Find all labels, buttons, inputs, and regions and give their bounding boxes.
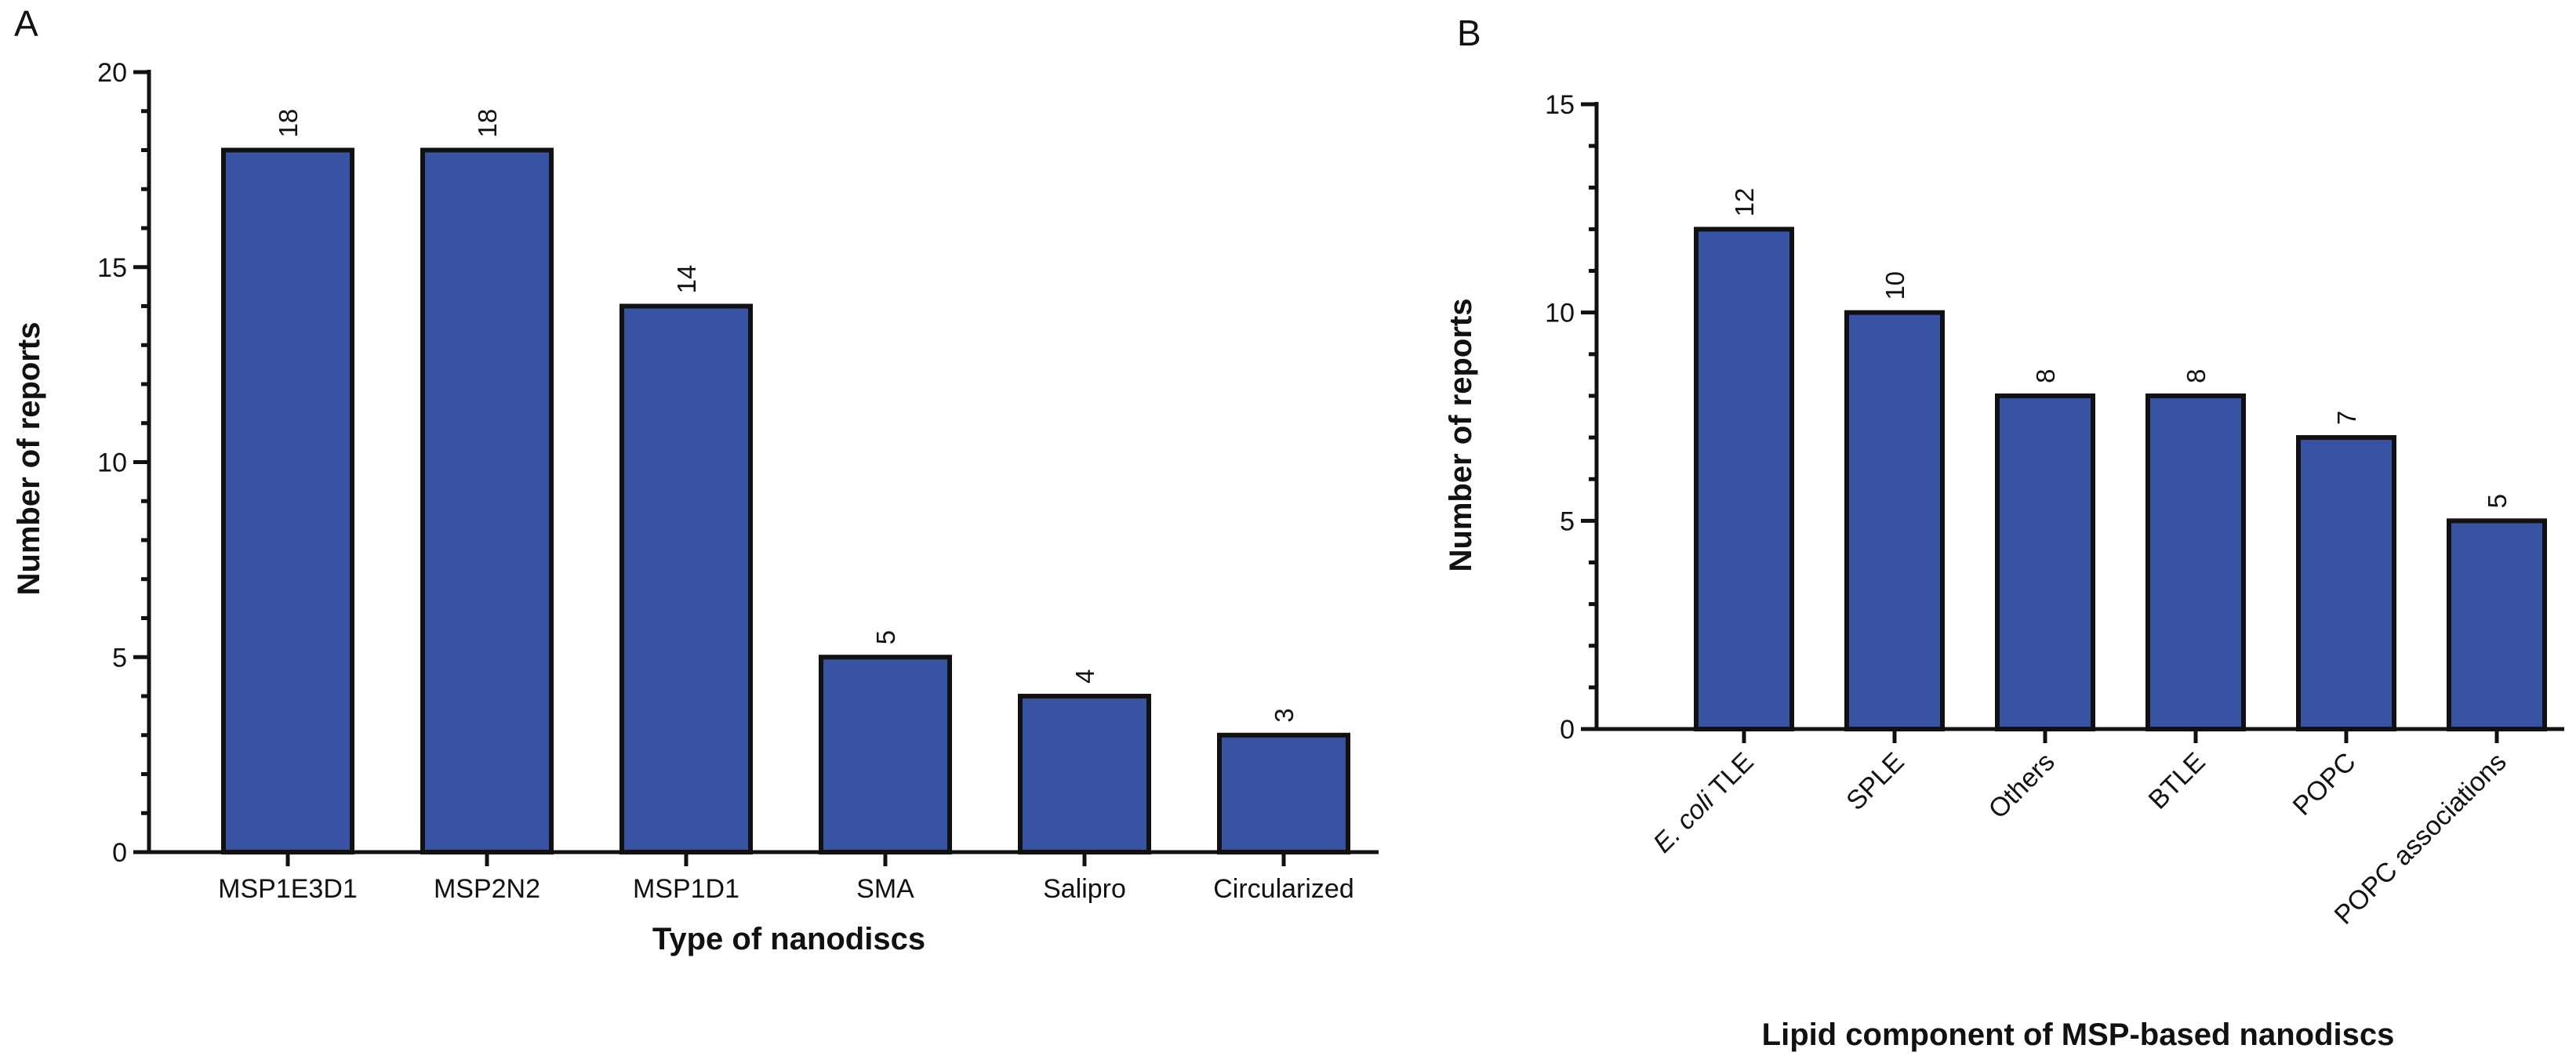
panel-a-x-tick-label: Salipro <box>1043 874 1126 904</box>
panel-b-y-tick-label: 10 <box>1545 299 1575 328</box>
panel-a-value-label: 4 <box>1070 669 1099 684</box>
panel-a-x-axis-title: Type of nanodiscs <box>652 922 925 956</box>
panel-b-x-tick-label: POPC associations <box>2329 747 2512 931</box>
panel-a-value-label: 18 <box>274 109 303 138</box>
panel-a-bar <box>1018 694 1151 854</box>
panel-a-bar <box>619 303 753 854</box>
panel-a-x-tick-label: MSP1E3D1 <box>218 874 358 904</box>
panel-b-chart: B Number of reports Lipid component of M… <box>1444 13 2564 1052</box>
panel-a-x-tick-label: Circularized <box>1213 874 1354 904</box>
panel-a-value-label: 14 <box>672 265 701 294</box>
panel-b-bar <box>1995 393 2095 731</box>
panel-b-bar <box>2296 435 2396 731</box>
panel-a-y-tick-label: 20 <box>97 58 127 88</box>
panel-b-value-label: 8 <box>2182 369 2211 383</box>
panel-b-letter: B <box>1457 13 1481 53</box>
panel-b-y-axis-title: Number of reports <box>1444 299 1478 572</box>
panel-b-bar <box>1844 310 1945 731</box>
panel-a-x-tick-label: MSP1D1 <box>633 874 739 904</box>
panel-b-value-label: 8 <box>2031 369 2060 383</box>
panel-a-letter: A <box>14 3 38 44</box>
panel-a-y-axis-title: Number of reports <box>12 322 46 596</box>
panel-a-x-tick-label: MSP2N2 <box>434 874 540 904</box>
panel-b-bar <box>1694 227 1794 731</box>
panel-b-value-label: 12 <box>1730 188 1759 217</box>
panel-a-y-tick-label: 15 <box>97 253 127 283</box>
panel-b-y-tick-label: 0 <box>1560 715 1575 745</box>
panel-b-x-tick-label-plain-part: Others <box>1983 747 2061 825</box>
panel-a-bar <box>420 147 554 854</box>
panel-b-value-label: 5 <box>2483 494 2512 508</box>
panel-b-x-tick-label-plain-part: SPLE <box>1840 747 1909 816</box>
panel-b-x-tick-label-plain-part: BTLE <box>2143 747 2211 815</box>
panel-a-bar <box>1217 732 1350 854</box>
panel-b-x-tick-label: SPLE <box>1840 747 1909 816</box>
panel-b-x-tick-label: E. coli TLE <box>1648 747 1760 859</box>
panel-b-value-label: 10 <box>1880 271 1909 300</box>
panel-a-bar <box>221 147 354 854</box>
panel-b-x-tick-label: Others <box>1983 747 2061 825</box>
panel-a-chart: A Number of reports Type of nanodiscs 18… <box>12 3 1379 956</box>
panel-b-bar <box>2145 393 2246 731</box>
panel-a-value-label: 5 <box>871 630 900 644</box>
panel-b-y-tick-label: 15 <box>1545 90 1575 120</box>
panel-b-x-tick-label: BTLE <box>2143 747 2211 815</box>
panel-b-x-axis-title: Lipid component of MSP-based nanodiscs <box>1762 1018 2395 1052</box>
panel-a-y-tick-label: 5 <box>112 643 127 673</box>
panel-a-bar <box>819 655 952 854</box>
panel-b-x-tick-label-plain-part: POPC <box>2287 747 2362 822</box>
panel-b-x-tick-label-plain-part: POPC associations <box>2329 747 2512 931</box>
panel-a-y-tick-label: 10 <box>97 448 127 478</box>
panel-a-value-label: 3 <box>1270 708 1299 722</box>
panel-a-x-tick-label: SMA <box>856 874 914 904</box>
panel-b-y-tick-label: 5 <box>1560 506 1575 536</box>
panel-a-y-tick-label: 0 <box>112 838 127 868</box>
panel-a-value-label: 18 <box>473 109 502 138</box>
panel-b-x-tick-label: POPC <box>2287 747 2362 822</box>
panel-b-bar <box>2447 518 2547 731</box>
panel-b-value-label: 7 <box>2332 411 2361 425</box>
